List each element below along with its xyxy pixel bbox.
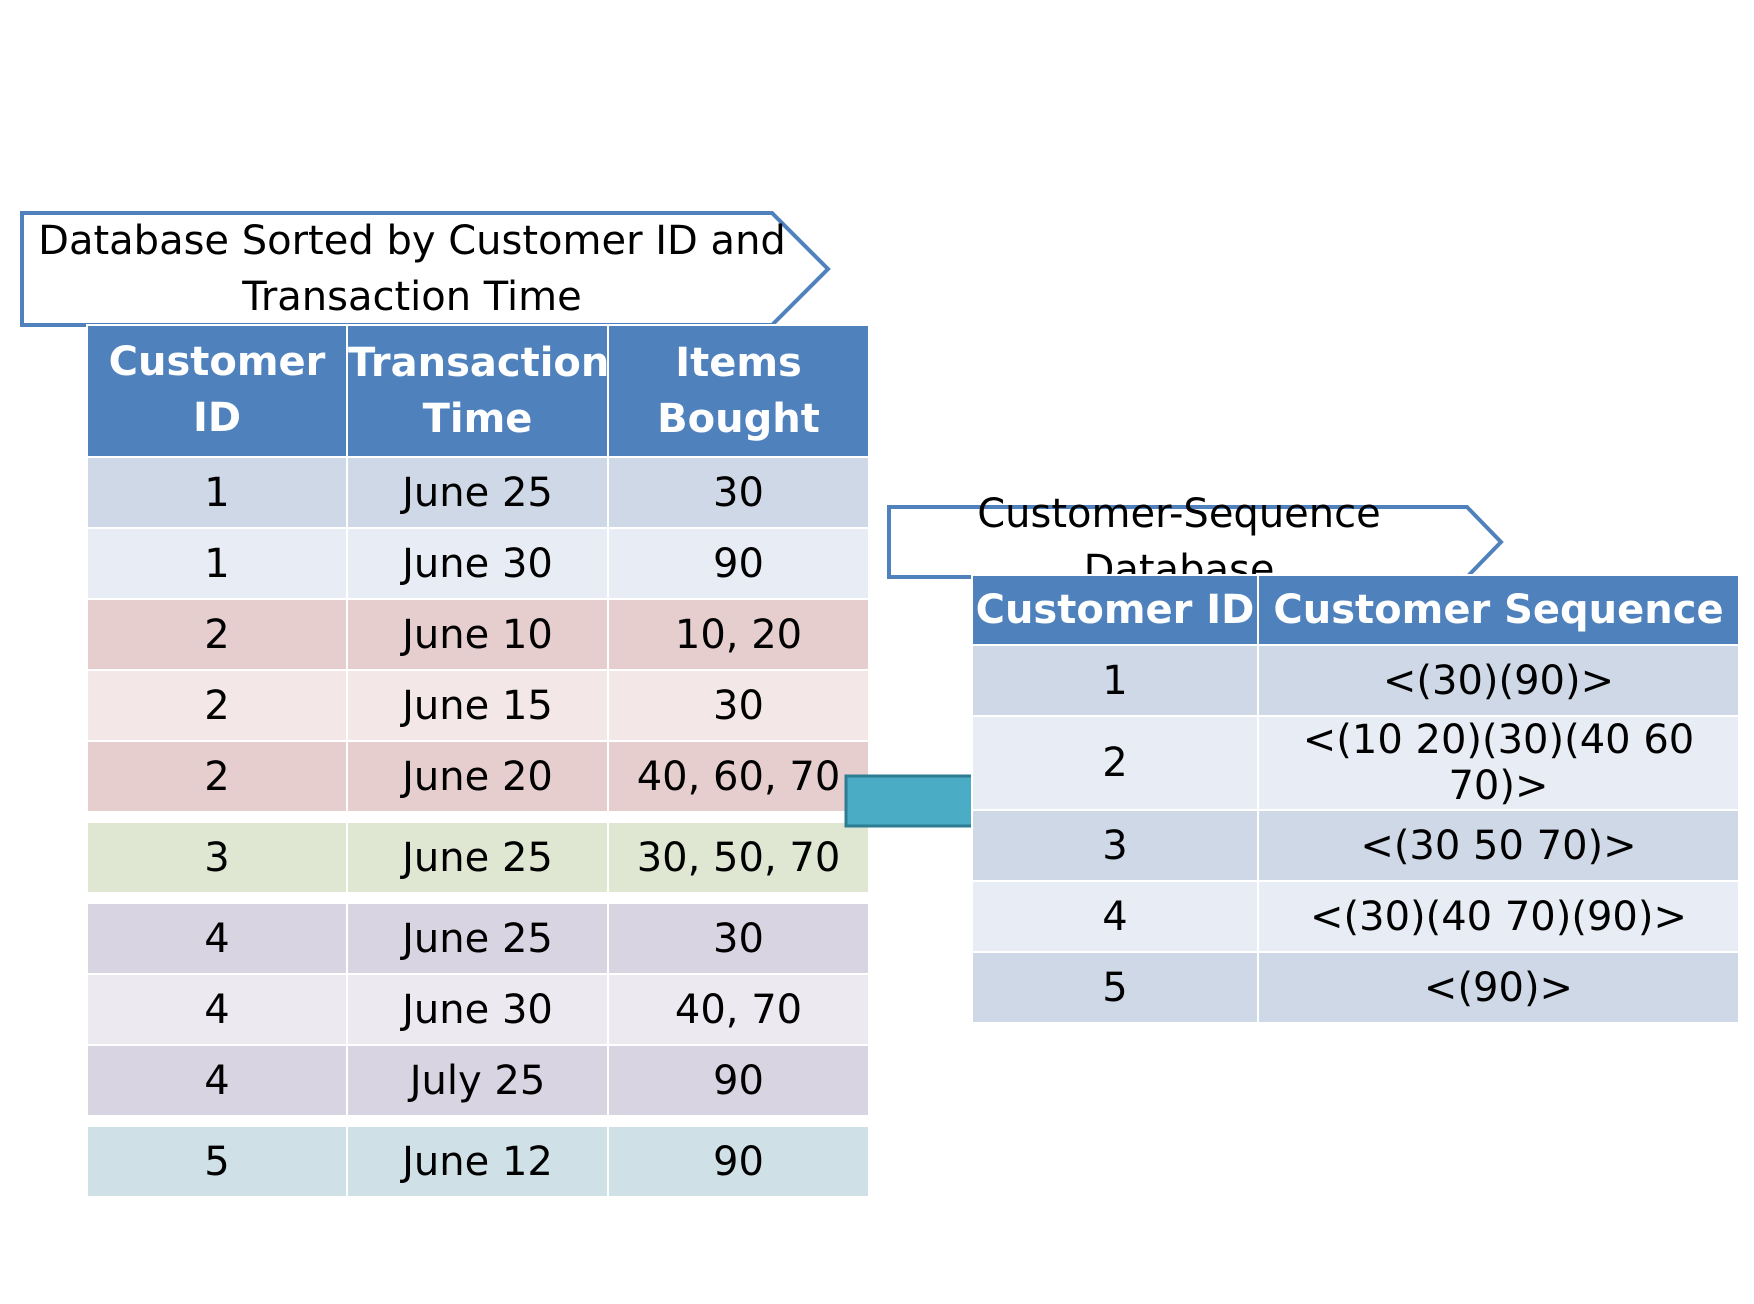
cell-customer-id: 5 (86, 1115, 348, 1198)
cell-transaction-time: June 10 (346, 598, 609, 671)
cell-items-bought: 30, 50, 70 (607, 811, 870, 899)
table-row: 1 <(30)(90)> (971, 644, 1740, 717)
table-row: 5 <(90)> (971, 951, 1740, 1024)
header-customer-id: Customer ID (971, 574, 1259, 646)
sorted-database-banner: Database Sorted by Customer ID and Trans… (20, 211, 831, 327)
banner-line-2: Transaction Time (242, 274, 582, 320)
cell-customer-id: 2 (971, 715, 1259, 811)
table-header-row: Customer ID Transaction Time Items Bough… (86, 324, 870, 458)
table-row: 2 <(10 20)(30)(40 60 70)> (971, 715, 1740, 811)
table-row: 3 June 25 30, 50, 70 (86, 811, 870, 899)
table-row: 2 June 15 30 (86, 669, 870, 742)
cell-items-bought: 10, 20 (607, 598, 870, 671)
cell-items-bought: 90 (607, 1115, 870, 1198)
header-customer-sequence: Customer Sequence (1257, 574, 1740, 646)
cell-customer-sequence: <(30 50 70)> (1257, 809, 1740, 882)
cell-customer-id: 4 (971, 880, 1259, 953)
table-row: 2 June 20 40, 60, 70 (86, 740, 870, 818)
customer-sequence-title: Customer-Sequence Database (977, 491, 1381, 593)
cell-customer-id: 4 (86, 892, 348, 975)
customer-sequence-table-body: 1 <(30)(90)> 2 <(10 20)(30)(40 60 70)> 3… (971, 644, 1740, 1024)
cell-customer-id: 2 (86, 598, 348, 671)
cell-customer-sequence: <(30)(90)> (1257, 644, 1740, 717)
customer-sequence-banner: Customer-Sequence Database (887, 491, 1504, 593)
banner-line-1: Database Sorted by Customer ID and (38, 218, 786, 264)
cell-items-bought: 40, 70 (607, 973, 870, 1046)
cell-customer-sequence: <(10 20)(30)(40 60 70)> (1257, 715, 1740, 811)
cell-items-bought: 30 (607, 892, 870, 975)
cell-items-bought: 30 (607, 456, 870, 529)
cell-customer-id: 2 (86, 740, 348, 818)
transactions-table-body: 1 June 25 30 1 June 30 90 2 June 10 10, … (86, 456, 870, 1198)
cell-transaction-time: June 25 (346, 456, 609, 529)
cell-items-bought: 90 (607, 527, 870, 600)
table-header-row: Customer ID Customer Sequence (971, 574, 1740, 646)
table-row: 4 July 25 90 (86, 1044, 870, 1122)
cell-items-bought: 90 (607, 1044, 870, 1122)
cell-transaction-time: June 15 (346, 669, 609, 742)
banner-arrow-shape (887, 505, 1504, 579)
cell-customer-id: 1 (971, 644, 1259, 717)
cell-transaction-time: June 25 (346, 892, 609, 975)
cell-customer-id: 1 (86, 527, 348, 600)
table-row: 4 <(30)(40 70)(90)> (971, 880, 1740, 953)
cell-customer-id: 3 (86, 811, 348, 899)
cell-transaction-time: July 25 (346, 1044, 609, 1122)
cell-customer-id: 4 (86, 973, 348, 1046)
cell-transaction-time: June 12 (346, 1115, 609, 1198)
cell-customer-id: 2 (86, 669, 348, 742)
cell-transaction-time: June 30 (346, 973, 609, 1046)
customer-sequence-table: Customer ID Customer Sequence 1 <(30)(90… (971, 574, 1740, 1024)
cell-items-bought: 40, 60, 70 (607, 740, 870, 818)
cell-transaction-time: June 20 (346, 740, 609, 818)
table-row: 4 June 25 30 (86, 892, 870, 975)
table-row: 4 June 30 40, 70 (86, 973, 870, 1046)
table-row: 1 June 25 30 (86, 456, 870, 529)
cell-transaction-time: June 25 (346, 811, 609, 899)
cell-customer-id: 5 (971, 951, 1259, 1024)
banner-arrow-shape (20, 211, 831, 327)
cell-customer-id: 3 (971, 809, 1259, 882)
transactions-table: Customer ID Transaction Time Items Bough… (86, 324, 870, 1198)
sorted-database-title: Database Sorted by Customer ID and Trans… (22, 213, 802, 325)
cell-customer-sequence: <(30)(40 70)(90)> (1257, 880, 1740, 953)
cell-customer-sequence: <(90)> (1257, 951, 1740, 1024)
table-row: 1 June 30 90 (86, 527, 870, 600)
table-row: 3 <(30 50 70)> (971, 809, 1740, 882)
header-transaction-time: Transaction Time (346, 324, 609, 458)
cell-items-bought: 30 (607, 669, 870, 742)
header-customer-id: Customer ID (86, 324, 348, 458)
header-items-bought: Items Bought (607, 324, 870, 458)
cell-customer-id: 1 (86, 456, 348, 529)
cell-customer-id: 4 (86, 1044, 348, 1122)
cell-transaction-time: June 30 (346, 527, 609, 600)
table-row: 2 June 10 10, 20 (86, 598, 870, 671)
table-row: 5 June 12 90 (86, 1115, 870, 1198)
